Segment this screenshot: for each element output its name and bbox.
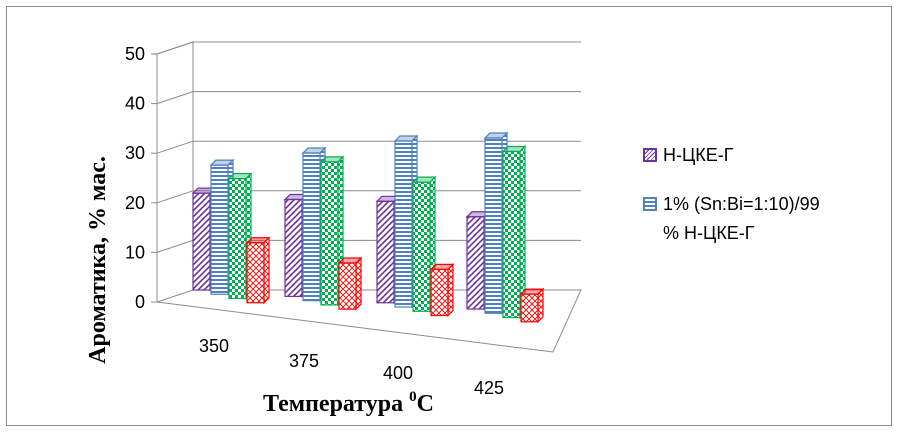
x-axis-title: Температура 0C (263, 389, 434, 417)
bar-front (466, 216, 485, 310)
bar-front (412, 181, 431, 312)
bar-top (393, 135, 419, 142)
gridline-side (156, 140, 194, 154)
bar-front (502, 150, 521, 319)
bar-top (429, 263, 455, 270)
y-axis-title: Ароматика, % мас. (85, 156, 111, 364)
x-tick-label-375: 375 (289, 351, 319, 371)
bar-front (210, 164, 229, 295)
gridline-side (156, 239, 194, 253)
legend-label-2-line2: % Н-ЦКЕ-Г (663, 223, 755, 243)
bar-front (246, 242, 265, 304)
bar-3-425 (501, 145, 527, 319)
gridline-side (156, 190, 194, 204)
bar-top (245, 237, 271, 244)
x-tick-label-400: 400 (383, 363, 413, 383)
bar-front (376, 200, 395, 304)
legend-item-1: Н-ЦКЕ-Г (643, 141, 893, 170)
y-tick-label: 40 (125, 94, 145, 114)
bar-front (338, 262, 357, 310)
legend-label-2: 1% (Sn:Bi=1:10)/99 (663, 194, 820, 214)
bar-top (411, 176, 437, 183)
bar-top (337, 257, 363, 264)
gridline-side (156, 41, 194, 55)
floor-edge (156, 289, 582, 353)
bar-4-350 (245, 236, 271, 305)
bar-top (501, 145, 527, 153)
y-tick-label: 10 (125, 242, 145, 262)
bar-front (394, 140, 413, 308)
y-tick-label: 20 (125, 193, 145, 213)
bar-top (519, 288, 545, 295)
bar-top (301, 147, 327, 154)
bar-front (430, 268, 449, 317)
bar-front (228, 177, 247, 300)
bar-side (447, 262, 454, 317)
bar-chart-3d: 0 10 20 30 40 50 350 375 400 425 Ароматика, % ма… (85, 41, 582, 417)
bar-front (302, 152, 321, 302)
bar-top (209, 159, 235, 166)
x-tick-label-350: 350 (199, 336, 229, 356)
bar-front (284, 198, 303, 297)
x-tick-labels: 350 375 400 425 (199, 336, 504, 398)
legend-label-1: Н-ЦКЕ-Г (663, 145, 734, 165)
bar-4-400 (429, 262, 455, 317)
bar-top (319, 156, 345, 163)
left-wall-edge (156, 41, 194, 302)
bar-side (355, 256, 362, 311)
legend: Н-ЦКЕ-Г 1% (Sn:Bi=1:10)/99 % Н-ЦКЕ-Г (643, 141, 893, 268)
gridline-side (156, 91, 194, 105)
bar-front (320, 161, 339, 306)
bars (191, 131, 545, 324)
legend-item-2: 1% (Sn:Bi=1:10)/99 % Н-ЦКЕ-Г (643, 190, 893, 248)
y-tick-label: 30 (125, 143, 145, 163)
legend-swatch-1 (643, 148, 657, 162)
y-tick-label: 50 (125, 44, 145, 64)
chart-frame: 0 10 20 30 40 50 350 375 400 425 Ароматика, % ма… (6, 6, 892, 426)
bar-front (192, 192, 211, 291)
y-tick-labels: 0 10 20 30 40 50 (125, 44, 145, 312)
bar-4-425 (519, 287, 545, 324)
y-tick-label: 0 (135, 292, 145, 312)
bar-front (484, 137, 503, 314)
legend-swatch-2 (643, 197, 657, 211)
bar-front (520, 293, 539, 323)
axis-titles: Ароматика, % мас. Температура 0C (85, 156, 434, 417)
bar-top (483, 132, 509, 139)
bar-top (227, 172, 253, 180)
bar-4-375 (337, 256, 363, 311)
x-tick-label-425: 425 (474, 378, 504, 398)
bar-side (263, 236, 270, 305)
